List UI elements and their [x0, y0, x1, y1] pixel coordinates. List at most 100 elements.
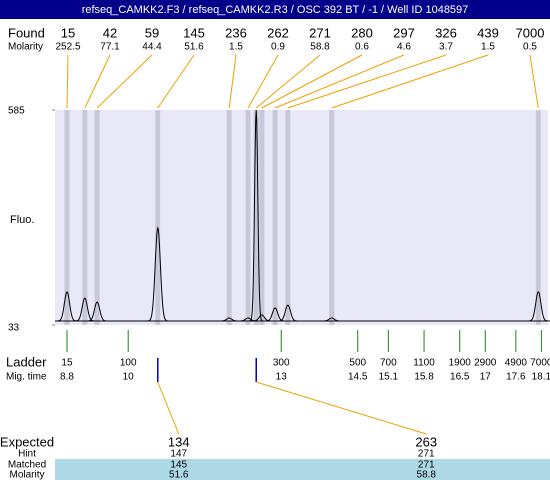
found-connector	[66, 54, 69, 109]
y-axis-label: Fluo.	[10, 214, 34, 226]
y-tick-label: 585	[8, 106, 25, 117]
ladder-mig-time: 15.8	[414, 372, 434, 383]
peak-band	[82, 110, 88, 325]
ladder-mig-time: 17	[480, 372, 492, 383]
found-connector	[84, 54, 111, 109]
found-size: 297	[393, 25, 415, 40]
ladder-size: 100	[120, 358, 137, 369]
peak-band	[329, 110, 335, 325]
ladder-size: 1100	[413, 358, 435, 369]
found-connector	[274, 54, 405, 109]
found-molarity: 58.8	[310, 42, 330, 53]
title-bar	[0, 0, 550, 19]
peak-band	[253, 110, 259, 325]
ladder-mig-time: 14.5	[348, 372, 368, 383]
matched-molarity: 51.6	[169, 470, 189, 480]
expected-connector	[256, 381, 427, 435]
found-molarity: 0.5	[523, 42, 537, 53]
peak	[263, 307, 288, 322]
peak-band	[245, 110, 251, 325]
peak	[275, 304, 300, 322]
ladder-size: 500	[349, 358, 366, 369]
ladder-mig-time: 10	[123, 372, 135, 383]
ladder-size: 1900	[449, 358, 472, 369]
matched-value: 145	[170, 460, 187, 471]
matched-band	[55, 459, 550, 480]
ladder-mig-time: 15.1	[379, 372, 399, 383]
found-size: 439	[477, 25, 499, 40]
peak	[526, 291, 550, 322]
found-size: 262	[267, 25, 289, 40]
found-size: 145	[183, 25, 205, 40]
expected-size: 134	[168, 434, 190, 449]
hint-value: 271	[418, 449, 435, 460]
found-size: 271	[309, 25, 331, 40]
peak	[145, 226, 170, 322]
found-connector	[228, 54, 237, 109]
ladder-size: 7000	[530, 358, 550, 369]
found-size: 7000	[516, 25, 545, 40]
found-connector	[287, 54, 447, 109]
expected-connector	[157, 381, 180, 435]
peak-band	[155, 110, 161, 325]
ladder-label: Ladder	[6, 354, 47, 369]
found-molarity: 0.6	[355, 42, 369, 53]
peak	[85, 301, 110, 322]
expected-label: Expected	[0, 434, 54, 449]
peak-band	[64, 110, 70, 325]
found-molarity: 0.9	[271, 42, 285, 53]
ladder-mig-time: 13	[276, 372, 288, 383]
found-size: 326	[435, 25, 457, 40]
found-molarity: 1.5	[481, 42, 495, 53]
hint-value: 147	[170, 449, 187, 460]
peak	[72, 297, 97, 322]
matched-label: Matched	[8, 460, 46, 471]
found-molarity: 252.5	[55, 42, 80, 53]
matched-molarity: 58.8	[417, 470, 437, 480]
peak-band	[285, 110, 291, 325]
matched-value: 271	[418, 460, 435, 471]
found-molarity: 1.5	[229, 42, 243, 53]
title: refseq_CAMKK2.F3 / refseq_CAMKK2.R3 / OS…	[82, 4, 469, 16]
found-connector	[331, 54, 489, 109]
peak-band	[94, 110, 100, 325]
ladder-size: 4900	[505, 358, 528, 369]
found-connector	[96, 54, 153, 109]
found-size: 280	[351, 25, 373, 40]
hint-label: Hint	[18, 449, 36, 460]
plot-area	[55, 110, 548, 325]
found-molarity: 3.7	[439, 42, 453, 53]
found-molarity: 44.4	[142, 42, 162, 53]
ladder-mig-time: 18.1	[532, 372, 550, 383]
molarity-label: Molarity	[8, 42, 43, 53]
ladder-size: 15	[61, 358, 73, 369]
expected-size: 263	[415, 434, 437, 449]
ladder-mig-time: 16.5	[450, 372, 470, 383]
found-connector	[529, 54, 539, 109]
ladder-size: 700	[380, 358, 397, 369]
y-tick-label: 33	[8, 323, 20, 334]
found-size: 59	[145, 25, 159, 40]
molarity-label: Molarity	[9, 470, 44, 480]
mig-time-label: Mig. time	[6, 372, 47, 383]
ladder-mig-time: 17.6	[506, 372, 526, 383]
peak-band	[535, 110, 541, 325]
found-molarity: 77.1	[100, 42, 120, 53]
found-connector	[247, 54, 279, 109]
ladder-size: 300	[273, 358, 290, 369]
peak-band	[259, 110, 265, 325]
peak-band	[226, 110, 232, 325]
found-size: 42	[103, 25, 117, 40]
found-molarity: 4.6	[397, 42, 411, 53]
peak	[249, 314, 274, 322]
found-size: 15	[61, 25, 75, 40]
ladder-mig-time: 8.8	[60, 372, 74, 383]
found-size: 236	[225, 25, 247, 40]
found-connector	[261, 54, 363, 109]
found-connector	[255, 54, 321, 109]
found-connector	[157, 54, 195, 109]
ladder-size: 2900	[474, 358, 497, 369]
peak	[319, 317, 344, 322]
found-molarity: 51.6	[184, 42, 204, 53]
